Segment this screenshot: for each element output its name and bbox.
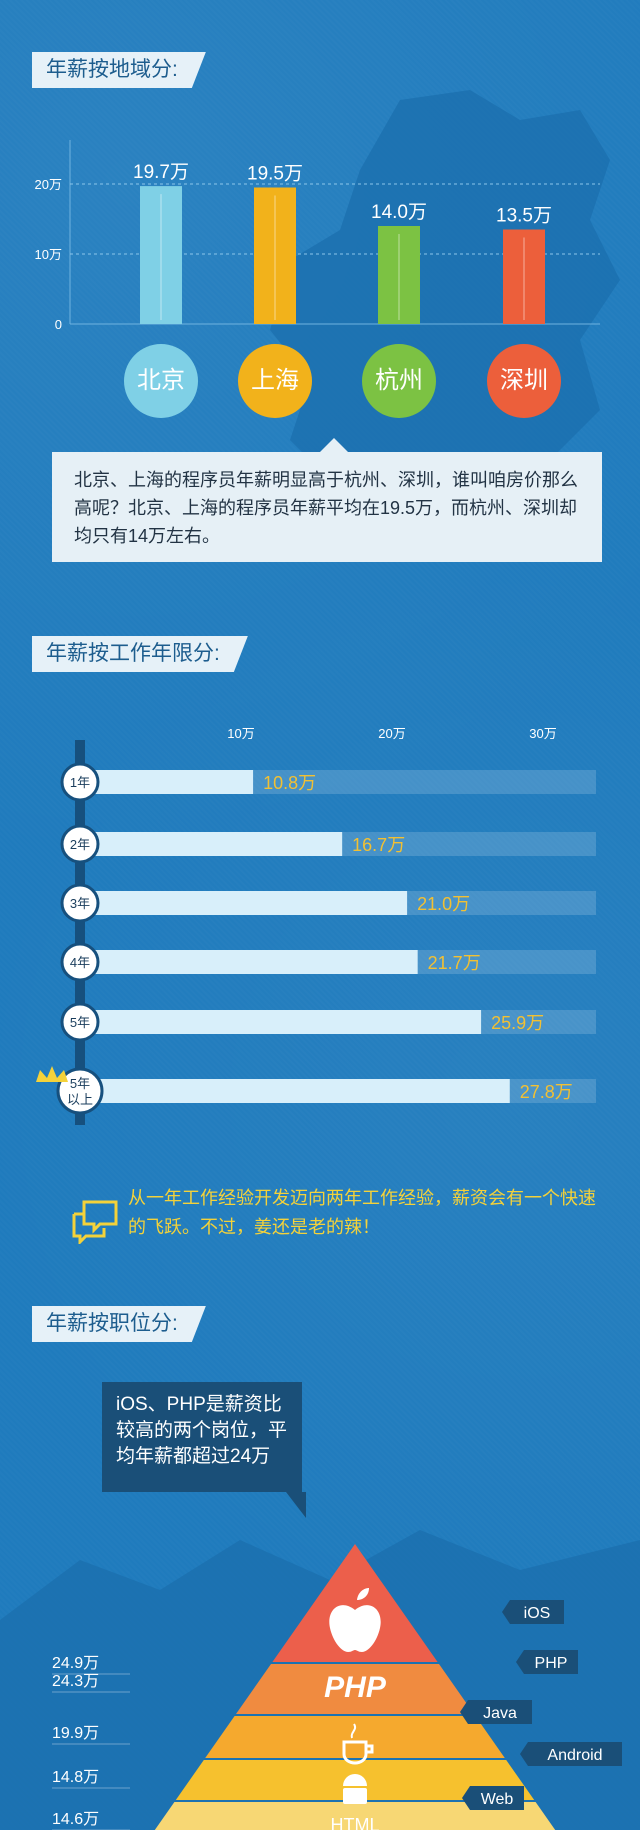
category-tag-label: PHP xyxy=(535,1655,568,1672)
category-tag-pointer xyxy=(502,1600,510,1624)
tier-value-label: 14.8万 xyxy=(52,1769,99,1786)
x-tick-label: 10万 xyxy=(227,726,254,741)
x-tick-label: 20万 xyxy=(378,726,405,741)
bar-value-label: 27.8万 xyxy=(520,1082,573,1102)
bar-1 xyxy=(90,832,343,856)
android-icon-body xyxy=(343,1788,367,1804)
apple-icon xyxy=(329,1588,381,1652)
bar-value-label: 25.9万 xyxy=(491,1013,544,1033)
pyramid-tier-4 xyxy=(154,1802,556,1830)
region-label-shanghai: 上海 xyxy=(238,344,312,418)
java-icon xyxy=(342,1740,374,1765)
category-tag-label: Android xyxy=(547,1747,602,1764)
tier-value-label: 14.6万 xyxy=(52,1811,99,1828)
year-marker xyxy=(60,1002,100,1042)
tier-inner-label: PHP xyxy=(324,1671,387,1704)
region-summary-callout: 北京、上海的程序员年薪明显高于杭州、深圳，谁叫咱房价那么高呢？北京、上海的程序员… xyxy=(52,452,602,562)
bar-0 xyxy=(140,186,182,324)
job-salary-pyramid: 24.9万 iOS 24.3万 PHP PHP 19.9万 Java 14.8万 Android… xyxy=(52,1544,622,1830)
y-tick-label: 20万 xyxy=(35,177,62,192)
bar-value-label: 13.5万 xyxy=(496,206,552,227)
year-marker xyxy=(60,824,100,864)
category-tag-pointer xyxy=(516,1650,524,1674)
bar-2 xyxy=(378,226,420,324)
section-title-experience: 年薪按工作年限分: xyxy=(32,636,248,672)
x-tick-label: 30万 xyxy=(529,726,556,741)
year-marker xyxy=(60,883,100,923)
pyramid-tier-1 xyxy=(236,1664,474,1714)
year-label: 2年 xyxy=(70,837,90,852)
bar-value-label: 10.8万 xyxy=(263,773,316,793)
year-label: 4年 xyxy=(70,955,90,970)
section-title-region: 年薪按地域分: xyxy=(32,52,206,88)
tier-inner-label: HTML xyxy=(331,1815,380,1830)
year-label: 3年 xyxy=(70,896,90,911)
experience-salary-chart: 10万 20万 30万 10.8万 1年 16.7万 2年 21.0万 3年 21.7万 4年 25.… xyxy=(36,726,596,1125)
bar-3 xyxy=(90,950,418,974)
crown-icon xyxy=(36,1066,68,1082)
category-tag-bg xyxy=(524,1650,578,1674)
year-marker xyxy=(60,762,100,802)
pyramid-tier-0 xyxy=(272,1544,438,1662)
tier-value-label: 19.9万 xyxy=(52,1725,99,1742)
tier-value-label: 24.9万 xyxy=(52,1655,99,1672)
bar-value-label: 21.7万 xyxy=(428,953,481,973)
category-tag-pointer xyxy=(520,1742,528,1766)
year-marker xyxy=(60,942,100,982)
year-label: 5年 xyxy=(70,1015,90,1030)
year-label: 以上 xyxy=(67,1092,93,1107)
category-tag-pointer xyxy=(460,1700,468,1724)
china-map-silhouette xyxy=(270,90,620,560)
category-tag-bg xyxy=(510,1600,564,1624)
category-tag-bg xyxy=(470,1786,524,1810)
category-tag-label: Java xyxy=(483,1705,517,1722)
bar-3 xyxy=(503,229,545,324)
year-label: 1年 xyxy=(70,775,90,790)
category-tag-bg xyxy=(528,1742,622,1766)
tier-value-label: 24.3万 xyxy=(52,1673,99,1690)
experience-tip: 从一年工作经验开发迈向两年工作经验，薪资会有一个快速的飞跃。不过，姜还是老的辣！ xyxy=(128,1188,596,1237)
bar-0 xyxy=(90,770,254,794)
java-steam xyxy=(350,1723,357,1739)
job-note-bubble: iOS、PHP是薪资比较高的两个岗位，平均年薪都超过24万 xyxy=(102,1382,302,1492)
category-tag-bg xyxy=(468,1700,532,1724)
category-tag-label: iOS xyxy=(524,1605,551,1622)
bar-value-label: 16.7万 xyxy=(352,835,405,855)
speech-bubble-tail xyxy=(286,1492,306,1518)
bar-1 xyxy=(254,187,296,324)
section-title-job: 年薪按职位分: xyxy=(32,1306,206,1342)
pyramid-tier-2 xyxy=(205,1716,505,1758)
region-label-hangzhou: 杭州 xyxy=(362,344,436,418)
y-tick-label: 10万 xyxy=(35,247,62,262)
category-tag-label: Web xyxy=(481,1791,514,1808)
android-icon xyxy=(343,1774,367,1786)
bar-4 xyxy=(90,1010,482,1034)
bar-value-label: 14.0万 xyxy=(371,202,427,223)
category-tag-pointer xyxy=(462,1786,470,1810)
y-tick-label: 0 xyxy=(55,317,62,332)
bar-value-label: 19.5万 xyxy=(247,164,303,185)
callout-pointer xyxy=(320,438,348,452)
year-marker xyxy=(56,1067,104,1115)
bar-2 xyxy=(90,891,408,915)
bar-value-label: 21.0万 xyxy=(417,894,470,914)
bar-5 xyxy=(90,1079,510,1103)
region-salary-chart: 0 10万 20万 19.7万 19.5万 14.0万 13.5万 xyxy=(35,140,600,332)
bar-value-label: 19.7万 xyxy=(133,162,189,183)
region-label-beijing: 北京 xyxy=(124,344,198,418)
chat-bubbles-icon xyxy=(72,1200,118,1244)
year-label: 5年 xyxy=(70,1076,90,1091)
region-label-shenzhen: 深圳 xyxy=(487,344,561,418)
